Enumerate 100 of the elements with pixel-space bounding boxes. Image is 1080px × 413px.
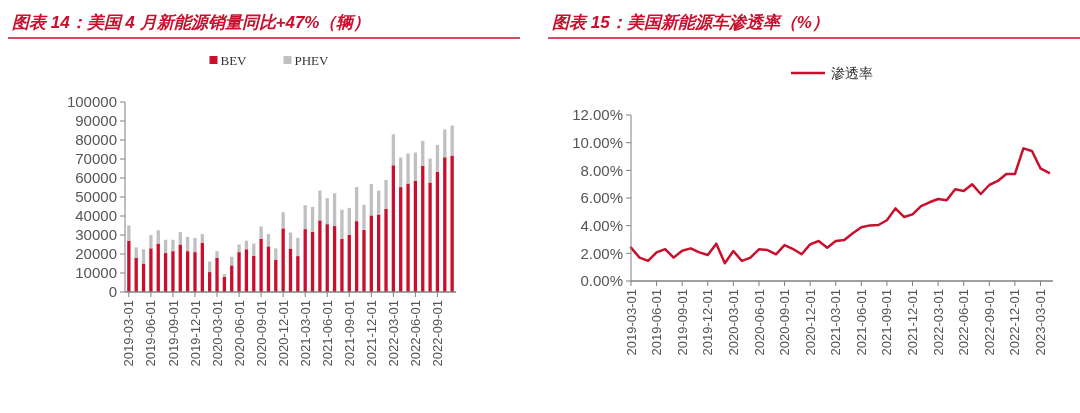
- bar: [369, 215, 373, 292]
- bar: [340, 209, 344, 239]
- chart-title: 图表 14：美国 4 月新能源销量同比+47%（辆）: [12, 12, 371, 32]
- bar: [134, 247, 138, 258]
- x-tick-label: 2019-06-01: [649, 289, 665, 356]
- bar: [200, 234, 204, 243]
- bar: [222, 273, 227, 277]
- y-tick-label: 10.00%: [572, 133, 623, 151]
- bar: [171, 239, 175, 252]
- bar: [318, 190, 322, 221]
- bar: [435, 171, 440, 292]
- x-tick-label: 2022-06-01: [407, 300, 423, 367]
- y-tick-label: 50000: [75, 188, 117, 206]
- x-tick-label: 2020-03-01: [725, 289, 741, 356]
- bar: [391, 165, 396, 292]
- y-tick-label: 80000: [75, 131, 117, 149]
- bar: [399, 157, 403, 188]
- x-tick-label: 2021-12-01: [905, 289, 921, 356]
- bar: [259, 226, 263, 239]
- x-tick-label: 2021-03-01: [297, 300, 313, 367]
- bar: [259, 238, 263, 292]
- y-tick-label: 60000: [75, 169, 117, 187]
- bar: [281, 212, 285, 229]
- x-tick-label: 2021-09-01: [341, 300, 357, 367]
- x-tick-label: 2021-06-01: [853, 289, 869, 356]
- y-tick-label: 0.00%: [580, 272, 623, 290]
- y-tick-label: 10000: [75, 264, 117, 282]
- bar: [384, 179, 388, 209]
- x-tick-label: 2019-12-01: [700, 289, 716, 356]
- x-tick-label: 2022-06-01: [956, 289, 972, 356]
- bar: [443, 129, 447, 158]
- legend-label: BEV: [220, 53, 248, 68]
- bar: [325, 198, 329, 225]
- y-tick-label: 30000: [75, 226, 117, 244]
- x-tick-label: 2022-03-01: [385, 300, 401, 367]
- x-tick-label: 2021-06-01: [319, 300, 335, 367]
- y-tick-label: 0: [108, 283, 117, 301]
- bar: [406, 153, 410, 184]
- bar: [384, 208, 388, 292]
- y-tick-label: 40000: [75, 207, 117, 225]
- bar: [288, 248, 293, 292]
- bar: [215, 257, 219, 292]
- y-tick-label: 6.00%: [580, 189, 623, 207]
- x-tick-label: 2021-03-01: [828, 289, 844, 356]
- x-tick-label: 2022-12-01: [1007, 289, 1023, 356]
- bar: [303, 205, 307, 230]
- x-tick-label: 2021-12-01: [363, 300, 379, 367]
- bar: [413, 180, 418, 292]
- x-tick-label: 2019-09-01: [674, 289, 690, 356]
- x-tick-label: 2020-09-01: [253, 300, 269, 367]
- bar: [156, 230, 160, 244]
- bar: [149, 235, 153, 249]
- bar: [193, 252, 197, 292]
- x-tick-label: 2020-06-01: [231, 300, 247, 367]
- bar: [421, 165, 425, 292]
- x-tick-label: 2019-09-01: [165, 300, 181, 367]
- bar: [443, 157, 447, 292]
- line-series: [629, 147, 1051, 265]
- y-tick-label: 70000: [75, 150, 117, 168]
- bar: [450, 125, 454, 156]
- bar: [296, 256, 300, 292]
- x-tick-label: 2020-12-01: [802, 289, 818, 356]
- bar: [428, 182, 432, 292]
- x-tick-label: 2020-03-01: [209, 300, 225, 367]
- y-tick-label: 4.00%: [580, 216, 623, 234]
- bar: [141, 249, 146, 264]
- y-tick-label: 12.00%: [572, 106, 623, 124]
- bar: [428, 158, 432, 183]
- bar: [391, 134, 396, 166]
- bar: [347, 207, 351, 235]
- x-tick-label: 2022-09-01: [981, 289, 997, 356]
- x-tick-label: 2019-06-01: [143, 300, 159, 367]
- x-tick-label: 2022-09-01: [430, 300, 445, 367]
- x-tick-label: 2019-03-01: [623, 289, 639, 356]
- bar: [237, 244, 241, 253]
- bar: [127, 240, 131, 292]
- bar: [325, 224, 329, 292]
- bar: [274, 248, 278, 260]
- bar: [399, 187, 403, 292]
- legend-label: 渗透率: [831, 65, 873, 81]
- bar: [127, 225, 131, 241]
- bar: [362, 204, 366, 230]
- bar: [332, 193, 337, 227]
- bar: [377, 214, 381, 292]
- bar: [178, 232, 182, 245]
- bar: [421, 140, 425, 166]
- bar: [310, 206, 315, 232]
- x-tick-label: 2022-03-01: [930, 289, 946, 356]
- bar: [281, 228, 285, 292]
- bar: [406, 183, 410, 292]
- bar: [354, 187, 359, 222]
- x-tick-label: 2019-03-01: [121, 300, 137, 367]
- y-tick-label: 2.00%: [580, 244, 623, 262]
- bar: [193, 237, 197, 253]
- bar: [237, 252, 241, 292]
- bar: [215, 251, 219, 258]
- bar: [354, 221, 359, 292]
- y-tick-label: 90000: [75, 112, 117, 130]
- bar: [171, 251, 175, 292]
- bar: [450, 155, 454, 292]
